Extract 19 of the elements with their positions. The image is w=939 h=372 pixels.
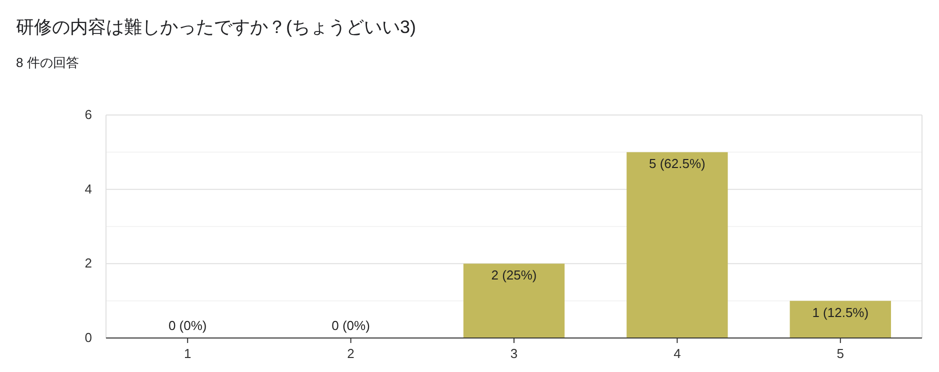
data-label: 0 (0%) bbox=[332, 318, 370, 333]
x-tick-label: 1 bbox=[184, 346, 192, 361]
x-tick-label: 2 bbox=[347, 346, 354, 361]
y-tick-label: 6 bbox=[84, 107, 92, 122]
data-label: 5 (62.5%) bbox=[649, 156, 706, 172]
x-tick-label: 5 bbox=[836, 346, 844, 361]
data-label: 2 (25%) bbox=[491, 268, 537, 283]
data-label: 0 (0%) bbox=[168, 318, 207, 333]
x-tick-label: 4 bbox=[674, 346, 681, 361]
bar bbox=[626, 152, 728, 338]
y-tick-label: 0 bbox=[84, 330, 92, 345]
x-tick-label: 3 bbox=[510, 346, 518, 361]
bar bbox=[790, 300, 891, 338]
chart-title: 研修の内容は難しかったですか？(ちょうどいい3) bbox=[16, 17, 416, 37]
y-tick-label: 2 bbox=[84, 256, 92, 271]
y-tick-label: 4 bbox=[84, 181, 92, 196]
chart-subtitle: 8 件の回答 bbox=[16, 55, 79, 70]
data-label: 1 (12.5%) bbox=[812, 304, 869, 320]
bar bbox=[463, 264, 565, 338]
